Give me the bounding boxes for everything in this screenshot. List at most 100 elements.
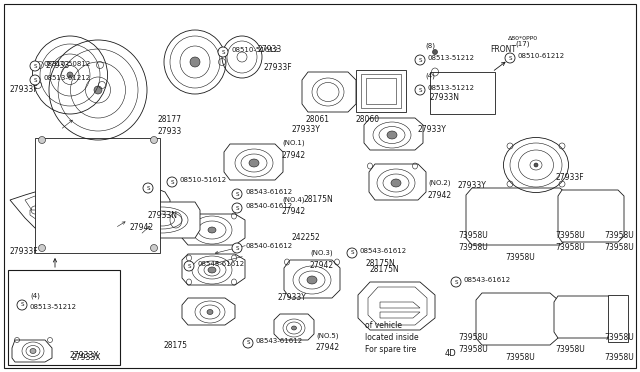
Text: 28175N: 28175N — [365, 260, 395, 269]
Polygon shape — [274, 314, 314, 340]
Text: 08543-61612: 08543-61612 — [197, 261, 244, 267]
Text: 73958U: 73958U — [604, 231, 634, 241]
Text: 73958U: 73958U — [505, 353, 535, 362]
Ellipse shape — [67, 72, 73, 78]
Bar — [8, 270, 120, 365]
Polygon shape — [284, 260, 340, 298]
Text: 73958U: 73958U — [458, 346, 488, 355]
Ellipse shape — [150, 137, 157, 144]
Text: 08513-61212: 08513-61212 — [43, 75, 90, 81]
Ellipse shape — [207, 310, 213, 314]
Text: S: S — [188, 263, 191, 269]
Circle shape — [415, 85, 425, 95]
Text: S: S — [147, 186, 150, 190]
Text: 27933F: 27933F — [10, 86, 38, 94]
Circle shape — [218, 47, 228, 57]
Text: S: S — [236, 192, 239, 196]
Bar — [366, 78, 396, 104]
Text: 27933X: 27933X — [72, 353, 102, 362]
Text: of vehicle: of vehicle — [365, 321, 402, 330]
Text: 73958U: 73958U — [555, 346, 585, 355]
Text: 08310-50812: 08310-50812 — [43, 61, 90, 67]
Text: 08513-51212: 08513-51212 — [428, 55, 475, 61]
Circle shape — [243, 338, 253, 348]
Circle shape — [232, 189, 242, 199]
Text: (NO.5): (NO.5) — [316, 333, 339, 339]
Text: 27933Y: 27933Y — [292, 125, 321, 135]
Circle shape — [505, 53, 515, 63]
Text: 4D: 4D — [445, 350, 457, 359]
Ellipse shape — [249, 159, 259, 167]
Polygon shape — [12, 340, 52, 362]
Circle shape — [167, 177, 177, 187]
Text: 28175N: 28175N — [304, 196, 333, 205]
Text: 73958U: 73958U — [458, 244, 488, 253]
Text: (NO.1): (NO.1) — [282, 140, 305, 146]
Ellipse shape — [534, 163, 538, 167]
Text: 28175N: 28175N — [370, 266, 400, 275]
Circle shape — [184, 261, 194, 271]
Text: 27933Y: 27933Y — [418, 125, 447, 135]
Text: 28060: 28060 — [356, 115, 380, 125]
Text: S: S — [236, 205, 239, 211]
Circle shape — [30, 61, 40, 71]
Circle shape — [347, 248, 357, 258]
Text: Δ80*0PP0: Δ80*0PP0 — [508, 35, 538, 41]
Polygon shape — [25, 195, 158, 222]
Text: 27942: 27942 — [310, 260, 334, 269]
Text: (4): (4) — [30, 293, 40, 299]
Polygon shape — [50, 188, 160, 240]
Text: For spare tire: For spare tire — [365, 346, 416, 355]
Circle shape — [232, 203, 242, 213]
Bar — [35, 138, 160, 253]
Text: S: S — [350, 250, 354, 256]
Text: 08540-61612: 08540-61612 — [245, 243, 292, 249]
Text: S: S — [508, 55, 512, 61]
Polygon shape — [30, 210, 155, 225]
Text: 27933Y: 27933Y — [458, 180, 487, 189]
Text: 08510-51612: 08510-51612 — [231, 47, 278, 53]
Text: 28061: 28061 — [306, 115, 330, 125]
Ellipse shape — [94, 86, 102, 94]
Text: 73958U: 73958U — [604, 244, 634, 253]
Text: FRONT: FRONT — [490, 45, 516, 55]
Text: 27933F: 27933F — [555, 173, 584, 183]
Text: 27933: 27933 — [158, 128, 182, 137]
Ellipse shape — [387, 131, 397, 139]
Polygon shape — [476, 293, 558, 345]
Text: 27942: 27942 — [428, 190, 452, 199]
Text: 27933: 27933 — [45, 61, 69, 71]
Polygon shape — [182, 214, 245, 245]
Text: S: S — [454, 279, 458, 285]
Polygon shape — [380, 302, 420, 308]
Text: (NO.2): (NO.2) — [428, 180, 451, 186]
Polygon shape — [302, 72, 356, 112]
Polygon shape — [608, 295, 628, 342]
Text: 28177: 28177 — [158, 115, 182, 125]
Polygon shape — [369, 164, 426, 200]
Text: S: S — [20, 302, 24, 308]
Text: S: S — [170, 180, 173, 185]
Ellipse shape — [307, 276, 317, 284]
Text: 08543-61612: 08543-61612 — [360, 248, 407, 254]
Text: (NO.3): (NO.3) — [310, 250, 333, 256]
Text: S: S — [246, 340, 250, 346]
Polygon shape — [182, 298, 235, 325]
Ellipse shape — [291, 326, 296, 330]
Text: 08543-61612: 08543-61612 — [464, 277, 511, 283]
Circle shape — [415, 55, 425, 65]
Text: S: S — [419, 87, 422, 93]
Text: 27933Y: 27933Y — [278, 294, 307, 302]
Circle shape — [451, 277, 461, 287]
Text: S: S — [33, 77, 36, 83]
Polygon shape — [125, 202, 200, 238]
Ellipse shape — [433, 49, 438, 55]
Text: 27933N: 27933N — [430, 93, 460, 103]
Text: 08513-51212: 08513-51212 — [428, 85, 475, 91]
Text: 27942: 27942 — [282, 151, 306, 160]
Text: 73958U: 73958U — [458, 231, 488, 241]
Text: 73958U: 73958U — [604, 334, 634, 343]
Polygon shape — [358, 282, 435, 330]
Polygon shape — [380, 312, 420, 318]
Text: (17): (17) — [515, 41, 529, 47]
